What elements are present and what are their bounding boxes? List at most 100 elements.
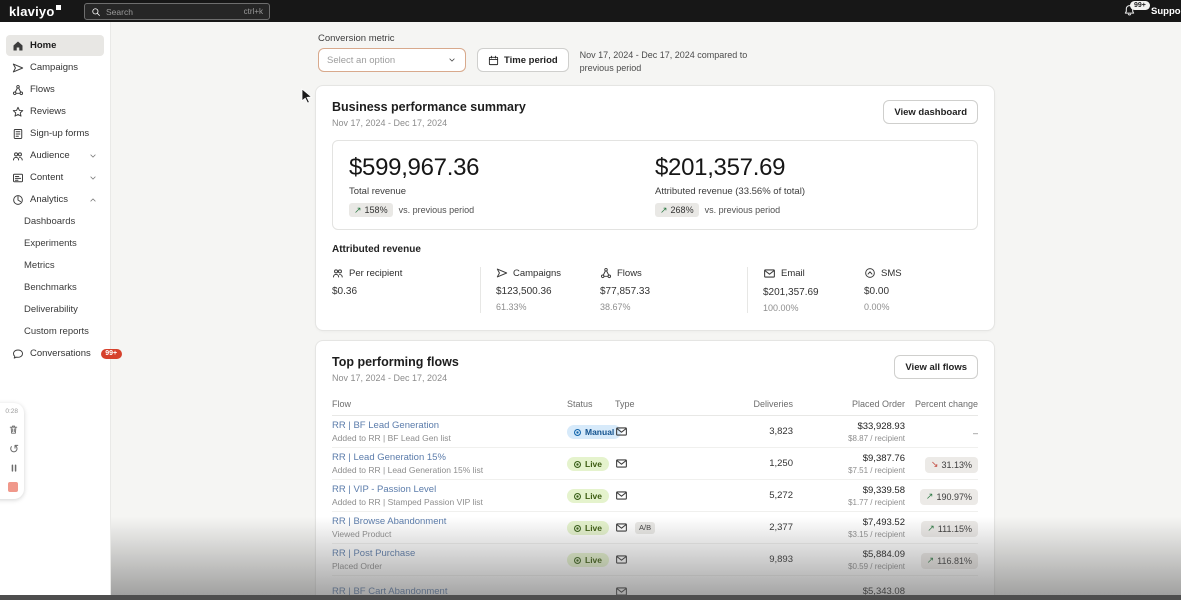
klaviyo-logo-text: klaviyo (9, 4, 55, 19)
percent-change-cell: ↗190.97% (905, 486, 978, 505)
klaviyo-app-window: klaviyo Search ctrl+k 99+ Support HomeCa… (0, 0, 1181, 600)
sms-icon (864, 267, 876, 279)
total-revenue-value: $599,967.36 (349, 154, 655, 182)
placed-order-value: $7,493.52 (793, 517, 905, 528)
summary-card-title: Business performance summary (332, 100, 526, 114)
status-label: Live (585, 523, 602, 533)
placed-order-per-recipient: $0.59 / recipient (793, 562, 905, 571)
flow-link[interactable]: RR | VIP - Passion Level (332, 484, 567, 495)
search-shortcut-hint: ctrl+k (244, 7, 263, 16)
filter-bar: Conversion metric Select an option Time … (318, 33, 775, 75)
notifications-badge: 99+ (1130, 1, 1150, 10)
pause-recording-icon[interactable] (9, 463, 20, 473)
attributed-revenue-label: Attributed revenue (33.56% of total) (655, 186, 961, 197)
conversion-metric-select[interactable]: Select an option (318, 48, 466, 72)
sidebar-subitem-deliverability[interactable]: Deliverability (6, 299, 104, 320)
content-icon (12, 172, 24, 184)
sidebar-item-home[interactable]: Home (6, 35, 104, 56)
placed-order-cell: $33,928.93$8.87 / recipient (793, 421, 905, 443)
time-period-button[interactable]: Time period (477, 48, 569, 72)
home-icon (12, 40, 24, 52)
flows-table-body: RR | BF Lead Generation Added to RR | BF … (332, 416, 978, 600)
sidebar-item-label: Reviews (30, 106, 66, 117)
type-cell: A/B (615, 521, 693, 534)
sidebar-item-analytics[interactable]: Analytics (6, 189, 104, 210)
support-link[interactable]: Support (1151, 6, 1181, 17)
column-header-deliveries: Deliveries (693, 399, 793, 409)
percent-change-cell: – (905, 423, 978, 441)
sidebar-subitem-experiments[interactable]: Experiments (6, 233, 104, 254)
sidebar-subitem-metrics[interactable]: Metrics (6, 255, 104, 276)
search-input[interactable]: Search ctrl+k (84, 3, 270, 20)
sidebar-item-flows[interactable]: Flows (6, 79, 104, 100)
attributed-label-text: Email (781, 268, 805, 279)
flow-link[interactable]: RR | Lead Generation 15% (332, 452, 567, 463)
total-revenue-metric: $599,967.36 Total revenue ↗158% vs. prev… (349, 154, 655, 217)
email-icon (615, 457, 628, 470)
restart-recording-icon[interactable]: ↺ (9, 444, 20, 454)
vs-previous-period-note: vs. previous period (399, 205, 475, 215)
attributed-label: SMS (864, 267, 902, 279)
trend-up-icon: ↗ (926, 491, 934, 502)
attributed-value: $123,500.36 (496, 286, 600, 297)
attributed-revenue-heading: Attributed revenue (332, 244, 978, 255)
stop-recording-icon[interactable] (8, 482, 18, 492)
placed-order-per-recipient: $7.51 / recipient (793, 466, 905, 475)
deliveries-value: 1,250 (693, 458, 793, 469)
star-icon (12, 106, 24, 118)
type-cell (615, 489, 693, 502)
sidebar-subitem-dashboards[interactable]: Dashboards (6, 211, 104, 232)
sidebar-item-content[interactable]: Content (6, 167, 104, 188)
status-cell: Live (567, 551, 615, 569)
flow-link[interactable]: RR | Post Purchase (332, 548, 567, 559)
placed-order-per-recipient: $3.15 / recipient (793, 530, 905, 539)
percent-change-cell: ↗111.15% (905, 518, 978, 537)
view-dashboard-button[interactable]: View dashboard (883, 100, 978, 124)
sidebar-item-label: Analytics (30, 194, 68, 205)
email-icon (615, 553, 628, 566)
flow-link[interactable]: RR | BF Lead Generation (332, 420, 567, 431)
flows-card-title: Top performing flows (332, 355, 459, 369)
placed-order-cell: $9,387.76 $7.51 / recipient (793, 453, 905, 475)
calendar-icon (488, 55, 499, 66)
status-badge: Live (567, 553, 609, 567)
status-dot-icon (574, 525, 581, 532)
placed-order-value: $9,387.76 (793, 453, 905, 464)
attributed-share: 61.33% (496, 302, 600, 312)
sidebar-subitem-benchmarks[interactable]: Benchmarks (6, 277, 104, 298)
flow-cell: RR | Browse AbandonmentViewed Product (332, 516, 567, 539)
sidebar-item-label: Conversations (30, 348, 91, 359)
placed-order-value: $9,339.58 (793, 485, 905, 496)
deliveries-value: 5,272 (693, 490, 793, 501)
sidebar-item-campaigns[interactable]: Campaigns (6, 57, 104, 78)
top-bar: klaviyo Search ctrl+k 99+ Support (0, 0, 1181, 22)
placed-order-per-recipient: $8.87 / recipient (793, 434, 905, 443)
placed-order-cell: $7,493.52 $3.15 / recipient (793, 517, 905, 539)
attributed-label-text: Per recipient (349, 268, 402, 279)
sidebar-item-audience[interactable]: Audience (6, 145, 104, 166)
sidebar-nav: HomeCampaigns Flows Reviews Sign-up formsAu… (0, 35, 110, 364)
attributed-value: $0.36 (332, 286, 480, 297)
conversion-metric-label: Conversion metric (318, 33, 775, 44)
search-placeholder: Search (106, 7, 239, 17)
sidebar-subitem-custom-reports[interactable]: Custom reports (6, 321, 104, 342)
percent-change-value: 190.97% (936, 492, 972, 502)
summary-card-daterange: Nov 17, 2024 - Dec 17, 2024 (332, 118, 526, 128)
klaviyo-logo[interactable]: klaviyo (9, 4, 61, 19)
attributed-label-text: Flows (617, 268, 642, 279)
sidebar-item-conversations[interactable]: Conversations99+ (6, 343, 104, 364)
flow-subtitle: Added to RR | Stamped Passion VIP list (332, 497, 567, 507)
flow-subtitle: Added to RR | BF Lead Gen list (332, 433, 567, 443)
sidebar-item-sign-up-forms[interactable]: Sign-up forms (6, 123, 104, 144)
column-header-placed-order: Placed Order (793, 399, 905, 409)
attributed-campaigns: Campaigns$123,500.3661.33% (480, 267, 600, 313)
flow-link[interactable]: RR | Browse Abandonment (332, 516, 567, 527)
notifications-button[interactable]: 99+ (1123, 4, 1137, 18)
view-all-flows-button[interactable]: View all flows (894, 355, 978, 379)
percent-change-badge: ↗116.81% (921, 553, 978, 569)
delete-recording-icon[interactable] (8, 424, 20, 435)
sidebar-item-label: Flows (30, 84, 55, 95)
chevron-up-icon (88, 195, 98, 205)
sidebar-item-reviews[interactable]: Reviews (6, 101, 104, 122)
status-label: Manual (585, 427, 614, 437)
